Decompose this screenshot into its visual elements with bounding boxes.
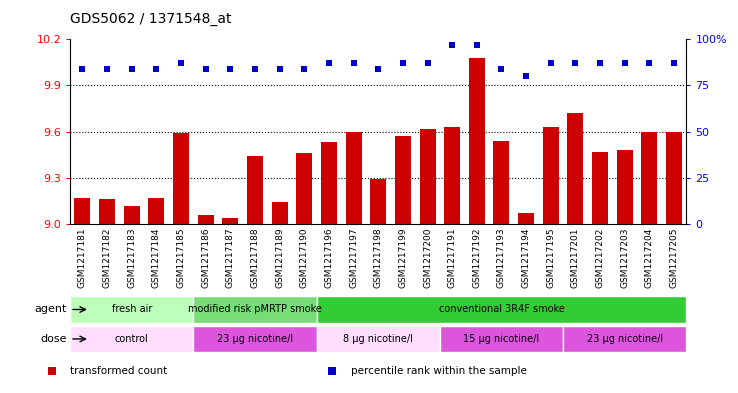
Text: GSM1217201: GSM1217201 — [571, 228, 580, 288]
Bar — [563, 326, 686, 352]
Text: fresh air: fresh air — [111, 305, 152, 314]
Bar — [518, 213, 534, 224]
Text: GSM1217191: GSM1217191 — [448, 228, 457, 288]
Text: GSM1217199: GSM1217199 — [399, 228, 407, 288]
Bar — [148, 198, 165, 224]
Bar — [193, 326, 317, 352]
Bar — [198, 215, 214, 224]
Text: GSM1217194: GSM1217194 — [522, 228, 531, 288]
Text: GSM1217195: GSM1217195 — [546, 228, 555, 288]
Text: 23 μg nicotine/l: 23 μg nicotine/l — [217, 334, 293, 344]
Text: GSM1217203: GSM1217203 — [620, 228, 630, 288]
Text: GSM1217186: GSM1217186 — [201, 228, 210, 288]
Bar — [193, 296, 317, 323]
Text: GSM1217185: GSM1217185 — [176, 228, 185, 288]
Text: GSM1217198: GSM1217198 — [373, 228, 383, 288]
Bar — [317, 296, 686, 323]
Bar — [617, 150, 632, 224]
Bar — [444, 127, 461, 224]
Bar — [440, 326, 563, 352]
Bar — [247, 156, 263, 224]
Text: GSM1217188: GSM1217188 — [250, 228, 260, 288]
Text: GSM1217202: GSM1217202 — [596, 228, 604, 288]
Text: percentile rank within the sample: percentile rank within the sample — [351, 366, 526, 376]
Text: GSM1217204: GSM1217204 — [645, 228, 654, 288]
Bar — [70, 296, 193, 323]
Bar — [272, 202, 288, 224]
Bar — [296, 153, 312, 224]
Text: GSM1217205: GSM1217205 — [669, 228, 678, 288]
Bar — [419, 129, 435, 224]
Text: GSM1217190: GSM1217190 — [300, 228, 308, 288]
Bar — [99, 199, 115, 224]
Bar — [124, 206, 139, 224]
Text: dose: dose — [40, 334, 66, 344]
Text: GSM1217193: GSM1217193 — [497, 228, 506, 288]
Text: GSM1217196: GSM1217196 — [325, 228, 334, 288]
Text: agent: agent — [34, 305, 66, 314]
Bar — [370, 179, 386, 224]
Text: GSM1217181: GSM1217181 — [78, 228, 87, 288]
Text: transformed count: transformed count — [70, 366, 168, 376]
Bar — [70, 326, 193, 352]
Text: GSM1217184: GSM1217184 — [152, 228, 161, 288]
Bar — [173, 133, 189, 224]
Bar — [345, 132, 362, 224]
Bar — [666, 132, 682, 224]
Text: modified risk pMRTP smoke: modified risk pMRTP smoke — [188, 305, 322, 314]
Text: 23 μg nicotine/l: 23 μg nicotine/l — [587, 334, 663, 344]
Bar — [568, 113, 584, 224]
Bar — [395, 136, 411, 224]
Text: 8 μg nicotine/l: 8 μg nicotine/l — [343, 334, 413, 344]
Bar — [222, 218, 238, 224]
Bar — [542, 127, 559, 224]
Text: GDS5062 / 1371548_at: GDS5062 / 1371548_at — [70, 12, 232, 26]
Bar — [317, 326, 440, 352]
Text: GSM1217182: GSM1217182 — [103, 228, 111, 288]
Text: conventional 3R4F smoke: conventional 3R4F smoke — [438, 305, 565, 314]
Bar — [592, 152, 608, 224]
Bar — [469, 58, 485, 224]
Text: 15 μg nicotine/l: 15 μg nicotine/l — [463, 334, 539, 344]
Text: GSM1217192: GSM1217192 — [472, 228, 481, 288]
Bar — [641, 132, 658, 224]
Bar — [75, 198, 91, 224]
Text: GSM1217200: GSM1217200 — [423, 228, 432, 288]
Bar — [494, 141, 509, 224]
Text: GSM1217189: GSM1217189 — [275, 228, 284, 288]
Text: control: control — [115, 334, 148, 344]
Text: GSM1217183: GSM1217183 — [127, 228, 137, 288]
Text: GSM1217187: GSM1217187 — [226, 228, 235, 288]
Bar — [321, 142, 337, 224]
Text: GSM1217197: GSM1217197 — [349, 228, 358, 288]
